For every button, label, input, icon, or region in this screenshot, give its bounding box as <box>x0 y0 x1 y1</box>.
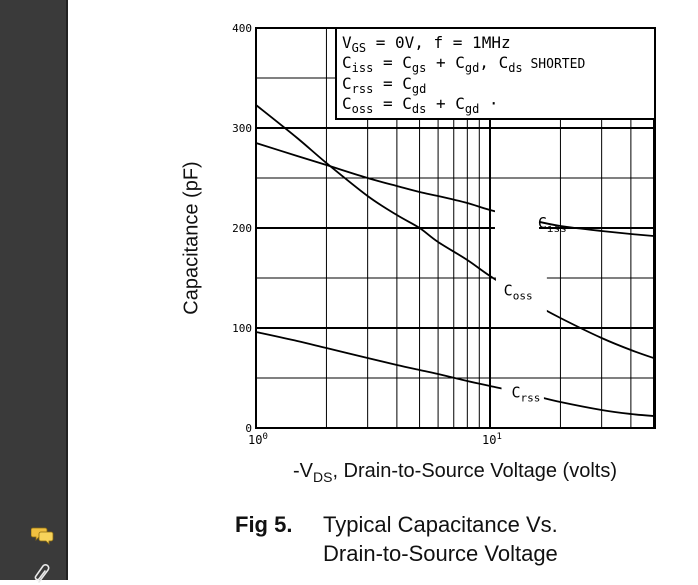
caption-line-2: Drain-to-Source Voltage <box>235 539 558 568</box>
y-axis-label-text: Capacitance (pF) <box>181 161 204 314</box>
x-axis-label-post: , Drain-to-Source Voltage (volts) <box>332 460 617 482</box>
legend-line-2: Ciss = Cgs + Cgd, Cds SHORTED <box>342 53 585 75</box>
y-tick-label: 300 <box>232 122 252 135</box>
y-tick-label: 200 <box>232 222 252 235</box>
caption-line-1: Typical Capacitance Vs. <box>323 512 558 537</box>
series-line-iss <box>256 143 654 236</box>
x-tick-label: 100 <box>248 432 268 447</box>
y-tick-label: 100 <box>232 322 252 335</box>
legend-box: VGS = 0V, f = 1MHz Ciss = Cgs + Cgd, Cds… <box>336 28 655 119</box>
series-label-gap <box>495 202 539 230</box>
figure-number: Fig 5. <box>235 510 323 539</box>
legend-line-1: VGS = 0V, f = 1MHz <box>342 33 511 55</box>
series-label-iss: Ciss <box>538 214 567 235</box>
series-lines <box>256 105 654 416</box>
x-tick-label: 101 <box>482 432 502 447</box>
y-tick-label: 400 <box>232 22 252 35</box>
x-axis-label-pre: -V <box>293 460 313 482</box>
series-line-oss <box>256 105 654 358</box>
x-axis-label: -VDS, Drain-to-Source Voltage (volts) <box>255 460 655 485</box>
x-axis-label-sub: DS <box>313 469 332 485</box>
series-line-rss <box>256 332 654 416</box>
figure-caption: Fig 5. Typical Capacitance Vs. Drain-to-S… <box>235 510 558 568</box>
